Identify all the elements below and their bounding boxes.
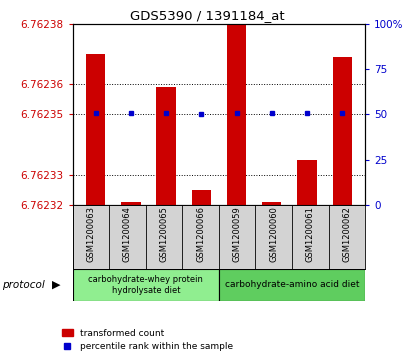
Text: GSM1200065: GSM1200065: [159, 206, 168, 262]
Text: protocol: protocol: [2, 280, 45, 290]
Text: carbohydrate-whey protein
hydrolysate diet: carbohydrate-whey protein hydrolysate di…: [88, 275, 203, 295]
Bar: [219, 269, 365, 301]
Text: GSM1200059: GSM1200059: [233, 206, 242, 262]
Bar: [332, 57, 352, 205]
Bar: [73, 269, 219, 301]
Bar: [86, 54, 105, 205]
Bar: [262, 202, 281, 205]
Text: ▶: ▶: [52, 280, 60, 290]
Text: GSM1200061: GSM1200061: [306, 206, 315, 262]
Text: GDS5390 / 1391184_at: GDS5390 / 1391184_at: [130, 9, 285, 22]
Text: GSM1200063: GSM1200063: [86, 206, 95, 262]
Text: GSM1200060: GSM1200060: [269, 206, 278, 262]
Legend: transformed count, percentile rank within the sample: transformed count, percentile rank withi…: [59, 325, 237, 355]
Text: GSM1200062: GSM1200062: [342, 206, 352, 262]
Bar: [227, 24, 246, 205]
Bar: [192, 190, 211, 205]
Bar: [297, 160, 317, 205]
Text: GSM1200066: GSM1200066: [196, 206, 205, 262]
Text: GSM1200064: GSM1200064: [123, 206, 132, 262]
Bar: [156, 87, 176, 205]
Text: carbohydrate-amino acid diet: carbohydrate-amino acid diet: [225, 281, 359, 289]
Bar: [121, 202, 141, 205]
